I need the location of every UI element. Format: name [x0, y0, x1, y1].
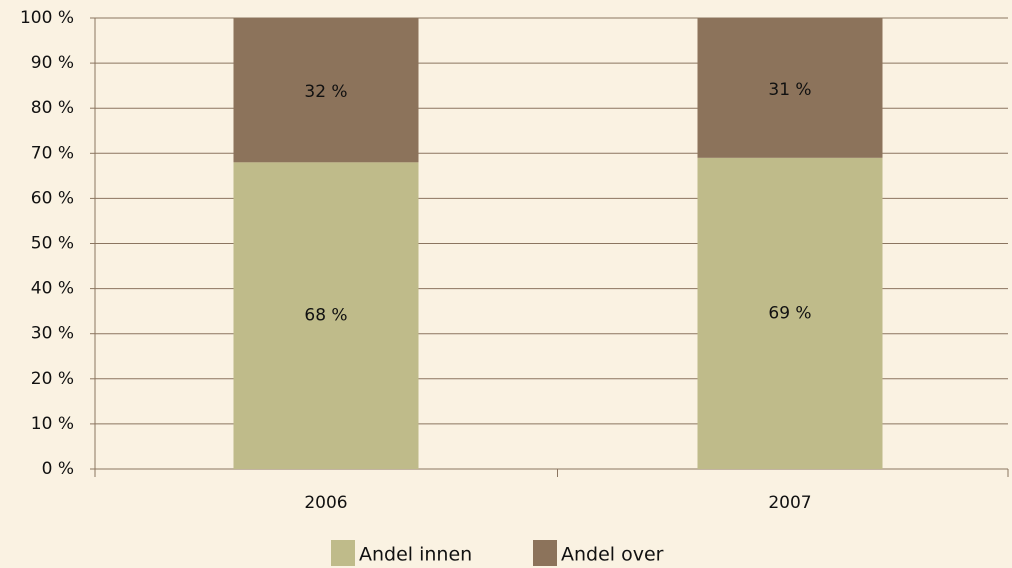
y-tick-label: 40 %: [31, 279, 74, 299]
y-tick-label: 80 %: [31, 98, 74, 118]
bar-segment: [697, 157, 883, 469]
data-label: 32 %: [304, 82, 347, 102]
bar-segment: [233, 18, 419, 163]
data-label: 31 %: [768, 80, 811, 100]
y-tick-label: 100 %: [20, 8, 74, 28]
y-tick-label: 90 %: [31, 53, 74, 73]
legend-label: Andel innen: [359, 544, 472, 566]
y-tick-label: 0 %: [42, 459, 74, 479]
bar-segment: [233, 162, 419, 469]
legend-label: Andel over: [561, 544, 664, 566]
legend-swatch: [533, 540, 557, 566]
y-tick-label: 70 %: [31, 143, 74, 163]
data-label: 69 %: [768, 303, 811, 323]
y-tick-label: 30 %: [31, 324, 74, 344]
x-tick-label: 2007: [768, 493, 811, 513]
data-label: 68 %: [304, 306, 347, 326]
x-tick-label: 2006: [304, 493, 347, 513]
y-tick-label: 10 %: [31, 414, 74, 434]
y-tick-label: 20 %: [31, 369, 74, 389]
bar-segment: [697, 18, 883, 158]
y-tick-label: 60 %: [31, 188, 74, 208]
y-tick-label: 50 %: [31, 234, 74, 254]
legend-swatch: [331, 540, 355, 566]
